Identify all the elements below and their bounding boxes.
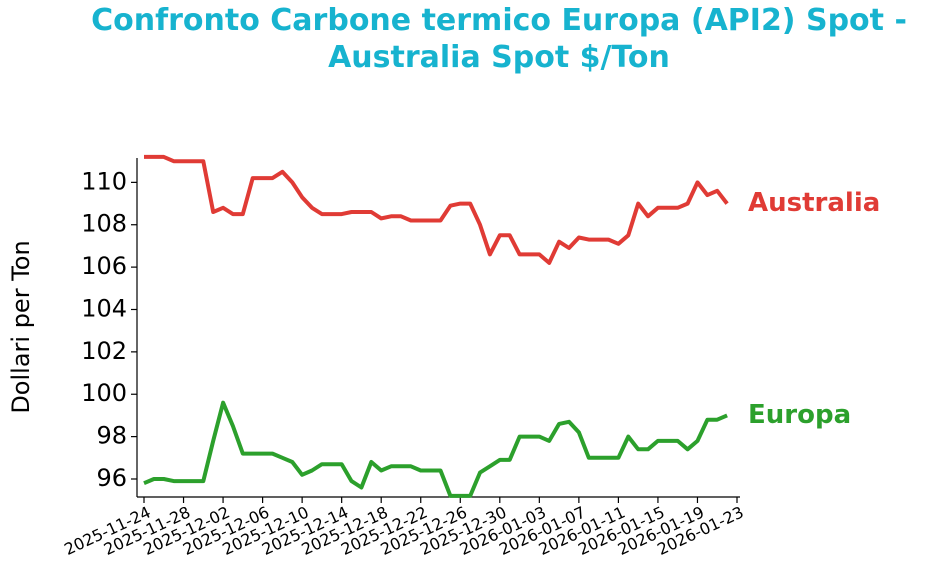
y-axis-label: Dollari per Ton [7,240,35,413]
series-line [144,154,729,265]
y-tick-label: 100 [81,379,127,407]
chart-title: Confronto Carbone termico Europa (API2) … [91,3,907,75]
y-tick-label: 98 [96,422,127,450]
series-label: Europa [748,400,851,430]
series-label: Australia [748,188,880,218]
y-tick-label: 102 [81,337,127,365]
series-line [143,400,728,498]
y-tick-label: 104 [81,294,127,322]
y-tick-label: 108 [81,210,127,238]
y-tick-label: 106 [81,252,127,280]
y-tick-label: 96 [96,464,127,492]
y-tick-label: 110 [81,167,127,195]
